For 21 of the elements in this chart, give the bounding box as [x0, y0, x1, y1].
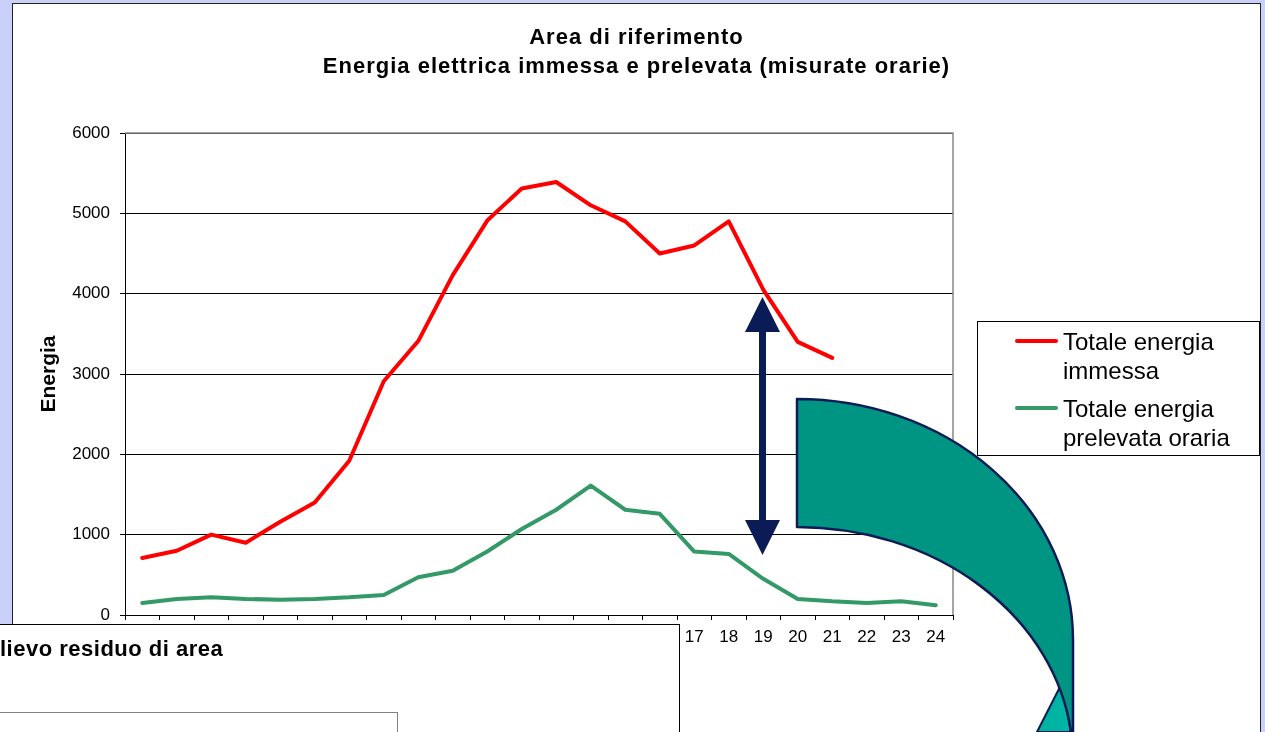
- chart-subtitle: Energia elettrica immessa e prelevata (misurate orarie): [322, 53, 951, 79]
- y-tick-label: 2000: [72, 444, 110, 464]
- y-tick-label: 5000: [72, 203, 110, 223]
- y-tick-label: 6000: [72, 122, 110, 142]
- y-tick-label: 3000: [72, 363, 110, 383]
- x-tick-label: 17: [684, 626, 704, 646]
- x-tick-label: 23: [891, 626, 911, 646]
- chart-title: Area di riferimento: [529, 24, 744, 50]
- x-tick-label: 22: [857, 626, 877, 646]
- y-axis-title: Energia: [36, 335, 60, 413]
- x-tick-label: 24: [926, 626, 946, 646]
- legend-label: Totale energia immessa: [1063, 327, 1215, 385]
- x-tick-label: 19: [753, 626, 773, 646]
- overlapping-panel: lievo residuo di area: [0, 624, 680, 732]
- y-tick-label: 4000: [72, 283, 110, 303]
- legend-label: Totale energia prelevata oraria: [1063, 394, 1231, 452]
- y-tick-label: 0: [100, 604, 110, 624]
- x-tick-label: 18: [719, 626, 739, 646]
- x-tick-label: 20: [788, 626, 808, 646]
- x-tick-label: 21: [822, 626, 842, 646]
- y-tick-label: 1000: [72, 524, 110, 544]
